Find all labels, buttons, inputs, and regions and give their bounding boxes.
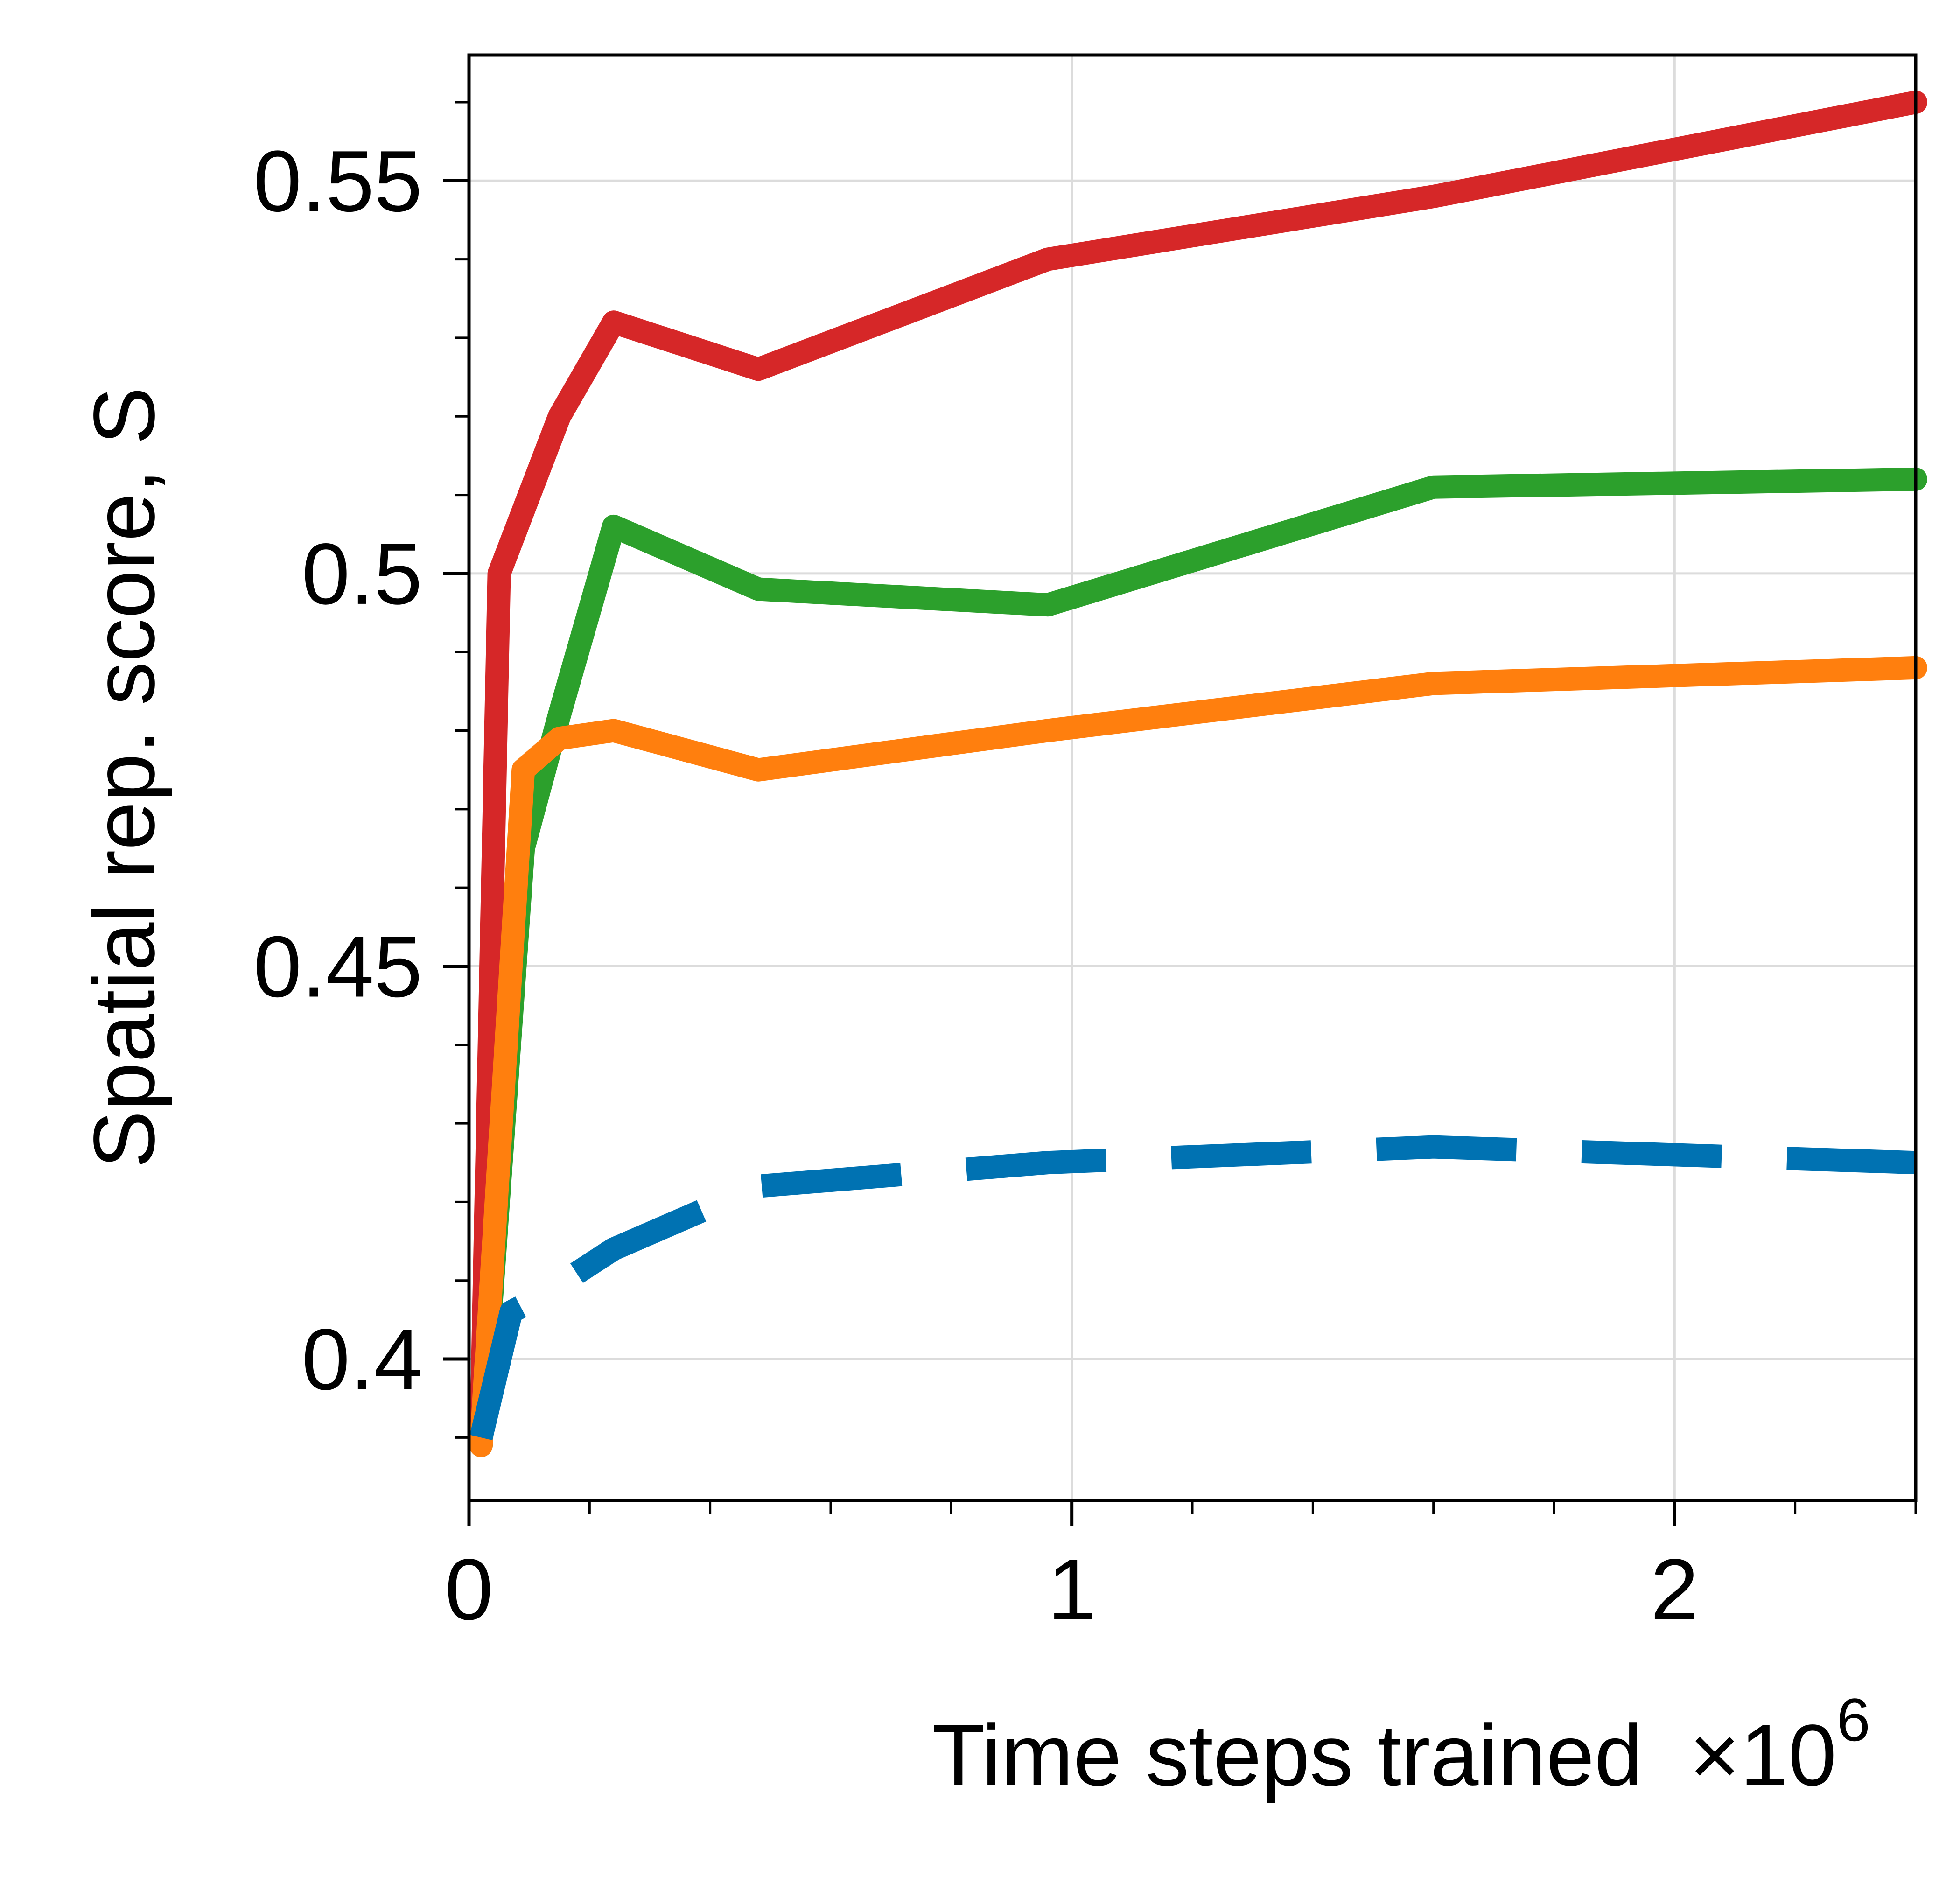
y-tick-label: 0.55 [253, 133, 422, 230]
series-line-2 [469, 467, 1927, 1457]
y-tick-label: 0.45 [253, 918, 422, 1015]
axis-ticks [443, 101, 1917, 1526]
series-line-3 [469, 656, 1927, 1457]
plot-frame [467, 53, 1918, 1502]
x-tick-label: 1 [1048, 1541, 1096, 1638]
axis-tick-labels: 0 1 2 0.4 0.45 0.5 0.55 [253, 133, 1699, 1638]
x-axis-multiplier-exponent: 6 [1837, 1686, 1870, 1754]
x-tick-label: 0 [445, 1541, 493, 1638]
series-lines [469, 91, 1927, 1457]
y-tick-label: 0.5 [301, 526, 422, 623]
y-tick-label: 0.4 [301, 1311, 422, 1408]
series-line-4 [469, 1135, 1916, 1441]
grid-lines [468, 55, 1916, 1500]
x-axis-multiplier: ×106 [1689, 1686, 1870, 1804]
y-axis-label: Spatial rep. score, S [76, 387, 173, 1169]
x-tick-label: 2 [1651, 1541, 1699, 1638]
x-axis-multiplier-base: ×10 [1689, 1707, 1837, 1804]
series-line-1 [469, 91, 1927, 1457]
x-axis-label: Time steps trained [932, 1707, 1643, 1804]
